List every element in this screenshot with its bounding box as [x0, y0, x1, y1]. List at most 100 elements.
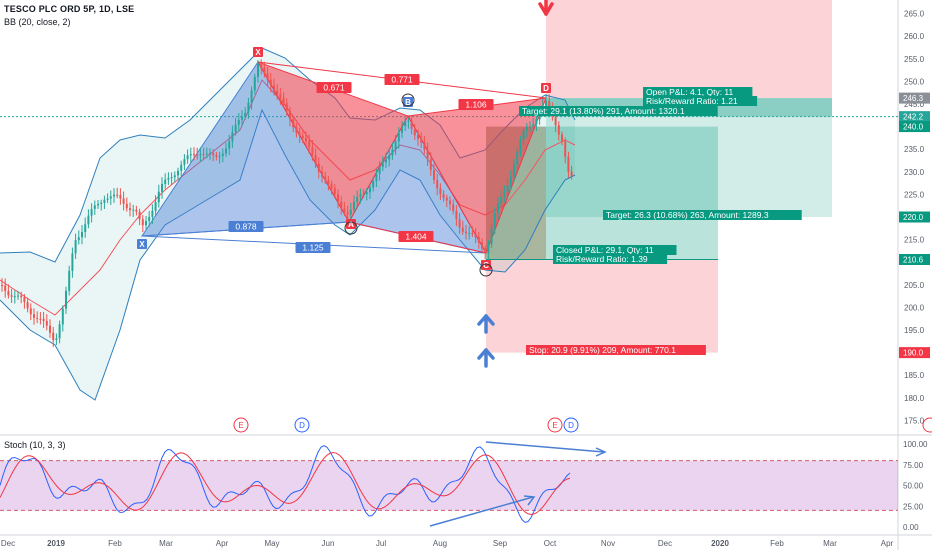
y-tick-label: 200.0: [904, 303, 925, 312]
candle-body: [119, 195, 122, 199]
event-marker: [563, 417, 579, 433]
candle-body: [468, 232, 471, 234]
candle-body: [298, 132, 301, 136]
x-tick-label: 2019: [47, 539, 65, 548]
ratio-badge: [295, 242, 331, 253]
candle-body: [471, 232, 474, 234]
stoch-tick-label: 0.00: [903, 523, 919, 532]
pivot-circle: [479, 263, 493, 277]
bb-indicator-label[interactable]: BB (20, close, 2): [4, 17, 71, 27]
candle-body: [42, 318, 45, 321]
candle-body: [154, 202, 157, 211]
y-tick-label: 260.0: [904, 32, 925, 41]
stoch-tick-label: 50.00: [903, 482, 924, 491]
candle-body: [61, 308, 64, 325]
candle-body: [113, 194, 115, 197]
candle-body: [55, 338, 58, 341]
candle-body: [545, 101, 547, 106]
candle-body: [260, 64, 263, 68]
price-tag-label: 190.0: [903, 349, 924, 358]
candle-body: [103, 199, 106, 203]
candle-body: [36, 317, 39, 319]
candle-body: [305, 137, 307, 142]
candle-body: [465, 231, 467, 233]
trade-label: Risk/Reward Ratio: 1.21: [646, 96, 738, 106]
candle-body: [221, 153, 224, 156]
candle-body: [497, 203, 499, 213]
stoch-band-fill: [0, 460, 898, 511]
candle-body: [87, 215, 90, 225]
ratio-label: 0.671: [323, 83, 345, 93]
target-zone-right: [546, 98, 832, 217]
candle-body: [49, 325, 51, 333]
candle-body: [455, 210, 458, 220]
pattern-point-tag: [137, 239, 147, 249]
candle-body: [13, 296, 16, 298]
stoch-d-line: [0, 452, 571, 515]
candle-body: [388, 155, 391, 160]
trade-label-bg: [603, 210, 802, 220]
x-tick-label: 2020: [711, 539, 729, 548]
candle-body: [116, 194, 119, 196]
event-marker: [233, 417, 249, 433]
y-tick-label: 215.0: [904, 236, 925, 245]
candle-body: [279, 94, 282, 98]
trade-label-bg: [643, 96, 758, 106]
candle-body: [282, 97, 285, 104]
candle-body: [570, 171, 573, 177]
candle-body: [391, 149, 394, 156]
stop-zone-left: [486, 259, 718, 353]
x-tick-label: Apr: [881, 539, 894, 548]
ratio-label: 0.878: [235, 222, 257, 232]
event-label: D: [568, 421, 574, 430]
price-tag-label: 210.6: [903, 255, 924, 264]
candle-body: [1, 285, 3, 286]
candle-body: [487, 243, 490, 254]
candle-body: [285, 103, 288, 111]
candle-body: [263, 67, 266, 74]
trade-label: Open P&L: 4.1, Qty: 11: [646, 87, 734, 97]
candle-body: [84, 224, 87, 233]
price-tag-label: 242.2: [903, 113, 924, 122]
candle-body: [500, 197, 503, 204]
candle-body: [308, 141, 311, 147]
candle-body: [407, 120, 410, 122]
candle-body: [413, 129, 416, 136]
candle-body: [429, 159, 432, 171]
trade-label: Target: 29.1 (13.80%) 291, Amount: 1320.…: [522, 106, 685, 116]
x-tick-label: Jun: [322, 539, 335, 548]
candle-body: [337, 194, 339, 202]
candle-body: [218, 155, 221, 157]
x-tick-label: Apr: [216, 539, 229, 548]
candle-body: [509, 176, 512, 186]
candle-body: [234, 124, 237, 133]
candle-body: [26, 302, 29, 309]
candle-body: [231, 132, 234, 142]
candle-body: [273, 85, 275, 91]
candle-body: [7, 291, 10, 296]
candle-body: [45, 320, 48, 326]
pivot-circle: [344, 221, 358, 235]
candle-body: [39, 318, 42, 320]
candle-body: [145, 221, 147, 226]
stoch-indicator-label[interactable]: Stoch (10, 3, 3): [4, 440, 66, 450]
y-tick-label: 175.0: [904, 416, 925, 425]
trade-label: Risk/Reward Ratio: 1.39: [556, 254, 648, 264]
candle-body: [180, 164, 183, 171]
candle-body: [58, 324, 61, 339]
candle-body: [410, 120, 413, 130]
candle-body: [401, 126, 403, 133]
event-marker: [547, 417, 563, 433]
candle-body: [343, 208, 346, 213]
x-tick-label: Dec: [658, 539, 672, 548]
candle-body: [186, 155, 189, 160]
candle-body: [557, 125, 560, 135]
divergence-line-bottom: [429, 496, 534, 527]
price-tag-bg: [899, 92, 930, 104]
candle-body: [567, 156, 570, 172]
candle-body: [385, 159, 387, 163]
candle-body: [269, 79, 272, 86]
candle-body: [65, 290, 67, 309]
symbol-title: TESCO PLC ORD 5P, 1D, LSE: [4, 4, 135, 14]
